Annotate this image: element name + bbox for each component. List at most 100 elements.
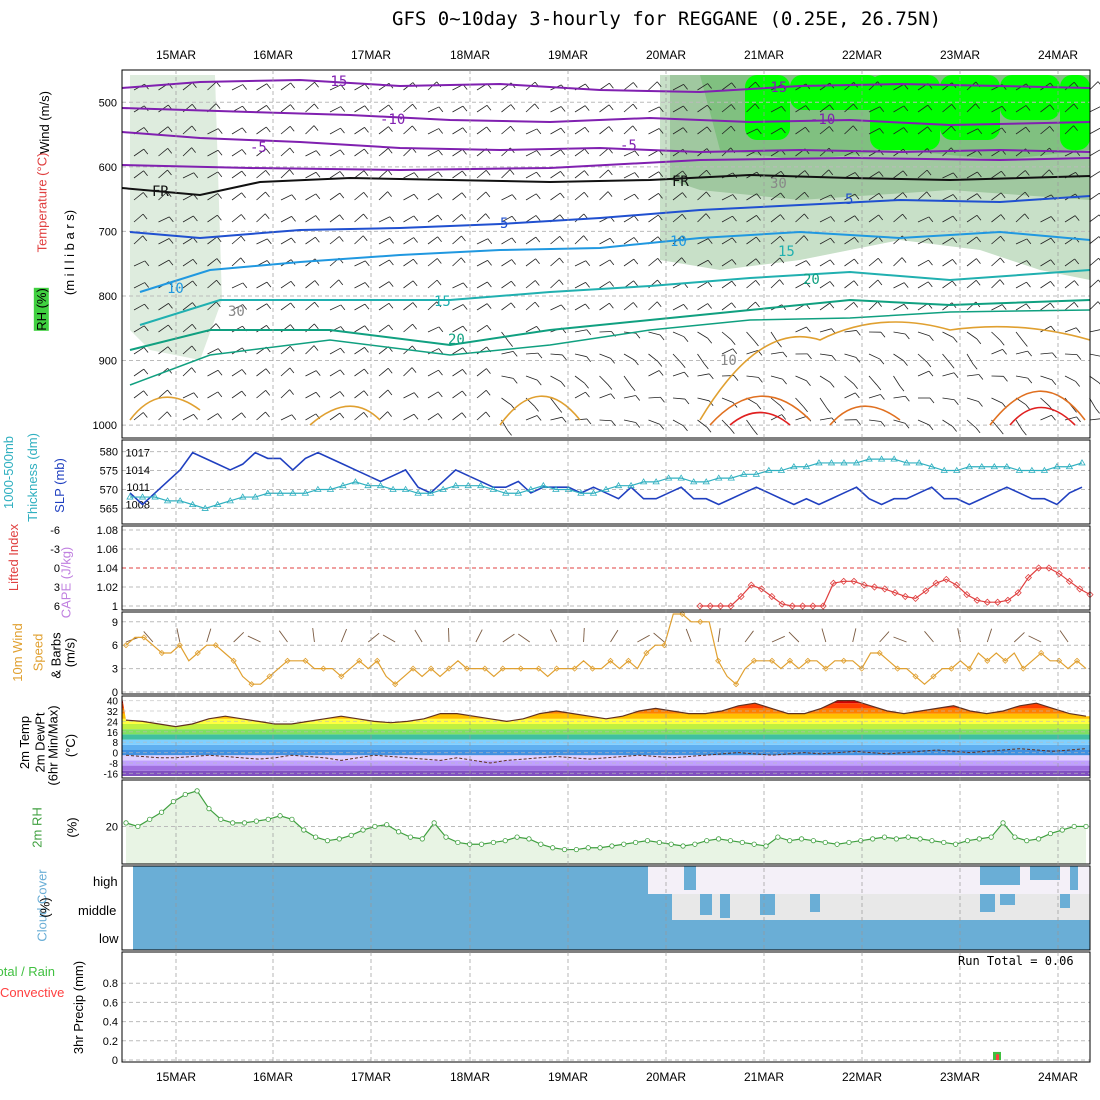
wind-barb-flag [462, 347, 468, 353]
wind-barb [893, 331, 906, 335]
temperature-contour [129, 298, 1091, 351]
wind-speed-point [320, 665, 327, 672]
wind-barb [476, 368, 487, 377]
wind-barb [770, 414, 782, 421]
rh2m-point [573, 846, 579, 853]
wind-barb [329, 192, 341, 201]
wind-barb [1089, 106, 1100, 113]
wind-barb-flag [902, 192, 908, 198]
wind-barb [574, 391, 586, 399]
wind-barb-flag [805, 105, 810, 111]
wind-barb-flag [1027, 377, 1033, 384]
wind-barb [672, 257, 682, 267]
wind-barb-flag [782, 378, 787, 385]
wind-barb [182, 82, 193, 91]
wind-barb-flag [339, 149, 345, 156]
wind-barb [403, 237, 414, 245]
wind-barb-flag [659, 423, 665, 430]
pressure-tick: 900 [99, 356, 117, 368]
wind-barb-flag [635, 422, 641, 428]
wind-barb-flag [1051, 379, 1057, 386]
wind-barb-flag [828, 169, 834, 176]
wind-barb-flag [779, 257, 785, 264]
wind-barb [991, 349, 1003, 355]
wind-barb-flag [509, 169, 515, 175]
wind-barb-flag [216, 279, 221, 286]
rh2m-point [253, 818, 259, 824]
wind-barb-flag [756, 193, 762, 199]
thickness-point [664, 474, 673, 481]
wind-barb-flag [781, 106, 786, 112]
contour-label: 10 [670, 234, 687, 250]
wind-barb [305, 215, 316, 223]
wind-barb [868, 214, 879, 223]
cape-point [1045, 564, 1053, 572]
rh2m-point [644, 838, 651, 844]
wind-barb [207, 258, 218, 267]
cape-point [768, 592, 776, 601]
wind-speed-point [535, 665, 542, 672]
wind-barb-flag [143, 170, 148, 177]
thickness-point [176, 497, 184, 504]
wind-barb [378, 191, 388, 201]
thickness-point [652, 478, 660, 485]
wind10-barb [1013, 632, 1025, 643]
wind-barb-flag [536, 379, 542, 386]
wind-barb [158, 148, 169, 157]
wind-barb-flag [732, 348, 738, 354]
contour-label: 5 [845, 192, 853, 208]
wind-barb-flag [413, 215, 419, 222]
rh2m-point [715, 836, 722, 842]
rh2m-point [633, 839, 639, 846]
wind10-barb [924, 630, 934, 643]
wind-barb [231, 257, 242, 267]
wind-barb-flag [880, 394, 885, 400]
wind-barb [648, 396, 661, 399]
wind-barb-flag [314, 103, 319, 110]
wind-barb-flag [241, 192, 246, 199]
wind-barb [917, 370, 930, 377]
contour-label: 20 [803, 272, 820, 288]
wind-barb-flag [877, 279, 883, 286]
wind-barb [403, 258, 414, 267]
wind-barb-flag [878, 193, 884, 199]
rh2m-point [478, 841, 485, 847]
wind-barb [280, 389, 290, 399]
wind-barb-flag [1000, 192, 1006, 199]
cape-tick: 1.06 [97, 544, 118, 556]
wind10-barb [206, 628, 212, 643]
wind-barb-flag [853, 280, 859, 286]
wind-barb-flag [193, 172, 199, 178]
cloud-mid-bar [760, 894, 775, 915]
thickness-point [201, 504, 209, 511]
wind-barb [868, 236, 879, 245]
wind-barb [917, 281, 929, 289]
thickness-point [777, 466, 786, 473]
wind-barb-flag [951, 125, 956, 132]
wind-barb-flag [1024, 213, 1030, 220]
wind-barb [1015, 105, 1027, 113]
wind-barb [501, 125, 511, 135]
wind-barb-flag [510, 104, 516, 110]
wind-barb [697, 331, 708, 339]
wind-barb [476, 213, 486, 223]
wind-barb [844, 302, 855, 311]
temperature-contour [121, 156, 1091, 172]
wind-barb-flag [976, 215, 982, 221]
wind-barb-flag [462, 105, 468, 112]
wind-barb-flag [1073, 103, 1079, 110]
precip-tick: 0 [112, 1055, 118, 1067]
wind-barb [942, 215, 954, 223]
surface-temp-contour [499, 395, 581, 426]
wind-barb [672, 397, 685, 400]
wind-barb-flag [266, 281, 272, 288]
wind-barb-flag [535, 280, 540, 286]
wind-barb [231, 412, 242, 421]
wind-barb [403, 215, 415, 223]
wind-speed-point [1020, 665, 1027, 672]
cape-tick: 1.08 [97, 525, 118, 537]
wind-barb-flag [512, 351, 518, 357]
wind-barb-flag [216, 81, 221, 88]
wind-barb-flag [1076, 354, 1082, 360]
wind-barb [795, 397, 804, 408]
